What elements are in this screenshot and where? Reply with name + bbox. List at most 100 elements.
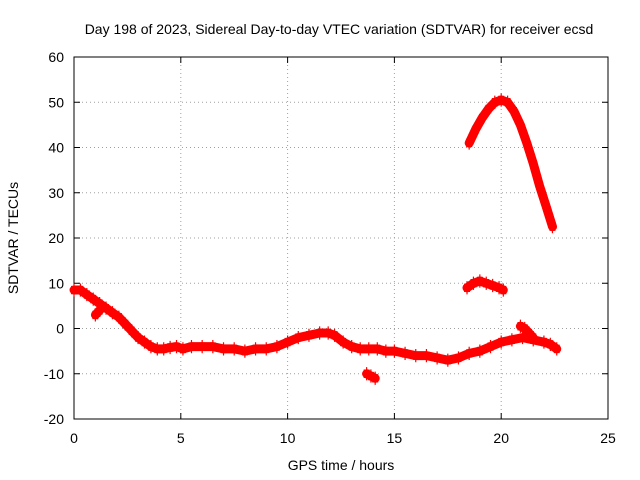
data-point: [536, 186, 543, 193]
data-point: [231, 349, 238, 356]
data-point: [357, 349, 364, 356]
data-point: [115, 317, 122, 324]
data-point: [96, 311, 103, 317]
data-point: [167, 348, 174, 355]
y-tick-label: -10: [44, 366, 64, 382]
series-band: [69, 285, 562, 365]
data-point: [434, 358, 441, 365]
data-point: [372, 378, 379, 385]
data-point: [77, 290, 84, 297]
y-tick-label: 30: [48, 185, 64, 201]
data-point: [367, 376, 374, 383]
series-late-bump: [515, 319, 538, 345]
data-point: [444, 360, 451, 367]
data-point: [179, 349, 186, 356]
data-point: [517, 125, 524, 132]
y-tick-label: 10: [48, 275, 64, 291]
data-point: [549, 227, 556, 234]
data-point: [331, 335, 338, 342]
data-point: [252, 349, 259, 356]
data-point: [491, 102, 498, 109]
data-point: [340, 342, 347, 349]
data-point: [160, 349, 167, 356]
data-point: [476, 351, 483, 358]
data-point: [128, 331, 135, 338]
data-point: [348, 347, 355, 354]
data-point: [483, 283, 490, 290]
data-point: [122, 324, 129, 331]
data-point: [485, 109, 492, 116]
y-tick-label: 20: [48, 230, 64, 246]
x-tick-label: 10: [280, 430, 296, 446]
data-point: [391, 351, 398, 358]
data-point: [472, 130, 479, 136]
data-point: [487, 347, 494, 354]
data-point: [489, 286, 496, 293]
data-point: [530, 163, 537, 170]
y-tick-label: 50: [48, 94, 64, 110]
x-tick-label: 15: [387, 430, 403, 446]
data-point: [530, 338, 537, 345]
data-point: [305, 335, 312, 342]
data-point: [498, 100, 505, 107]
series-arc-high: [464, 93, 557, 234]
data-point: [500, 290, 507, 297]
series-small-dip: [362, 367, 380, 385]
data-point: [402, 353, 409, 360]
data-point: [284, 342, 291, 349]
y-tick-label: -20: [44, 411, 64, 427]
data-point: [521, 329, 528, 336]
data-point: [464, 288, 471, 295]
data-point: [71, 290, 77, 297]
data-point: [547, 344, 554, 351]
data-point: [363, 374, 370, 381]
series-band: [515, 321, 538, 343]
data-point: [109, 313, 116, 320]
data-point: [412, 356, 419, 363]
series-arc-low: [462, 274, 508, 297]
data-point: [220, 349, 227, 356]
data-point: [90, 299, 97, 306]
data-point: [496, 288, 503, 295]
data-point: [540, 342, 547, 349]
data-point: [553, 349, 560, 356]
data-point: [241, 351, 248, 358]
data-point: [504, 102, 511, 109]
data-point: [478, 118, 485, 125]
data-point: [476, 281, 483, 288]
data-point: [517, 326, 524, 333]
y-axis-label: SDTVAR / TECUs: [5, 182, 21, 294]
data-point: [508, 340, 515, 347]
data-point: [466, 353, 473, 360]
chart-title: Day 198 of 2023, Sidereal Day-to-day VTE…: [85, 21, 594, 37]
data-point: [316, 333, 323, 340]
x-tick-label: 25: [600, 430, 616, 446]
data-point: [209, 347, 216, 354]
data-point: [423, 356, 430, 363]
data-point: [365, 349, 372, 356]
data-point: [511, 111, 518, 118]
grid: [74, 57, 608, 419]
y-tick-label: 60: [48, 49, 64, 65]
data-point: [498, 342, 505, 349]
data-point: [525, 333, 532, 340]
x-tick-label: 0: [70, 430, 78, 446]
series-main-track: [69, 283, 562, 367]
data-point: [103, 308, 110, 315]
data-point: [147, 347, 154, 354]
data-point: [273, 347, 280, 354]
data-point: [325, 333, 332, 340]
x-axis-label: GPS time / hours: [288, 457, 395, 473]
x-tick-label: 5: [177, 430, 185, 446]
axis-ticks: 0 5 10 15 20 25 -20 -10 0 10 20 30 40 50 60: [44, 49, 616, 446]
series-band: [462, 276, 508, 295]
data-point: [295, 338, 302, 345]
data-point: [523, 143, 530, 150]
data-point: [455, 358, 462, 365]
data-point: [154, 349, 161, 356]
data-point: [519, 338, 526, 345]
series-small-bump: [90, 303, 105, 322]
data-point: [199, 347, 206, 354]
data-point: [263, 349, 270, 356]
